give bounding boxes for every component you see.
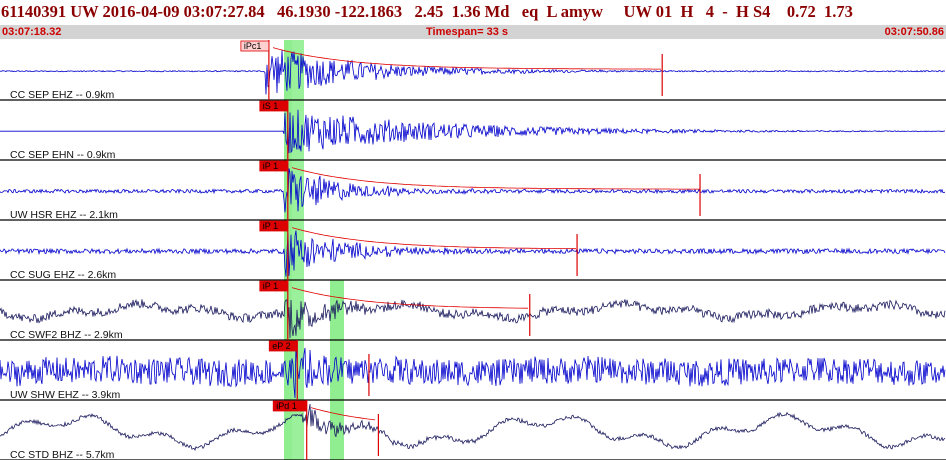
trace-1: iS 1 CC SEP EHN -- 0.9km xyxy=(0,100,946,161)
trace-4: iP 1 CC SWF2 BHZ -- 2.9km xyxy=(0,280,946,341)
trace-0: iPc1 CC SEP EHZ -- 0.9km xyxy=(0,40,946,101)
pick-label: iS 1 xyxy=(263,101,279,111)
event-title: 61140391 UW 2016-04-09 03:07:27.84 46.19… xyxy=(1,2,853,21)
trace-3: iP 1 CC SUG EHZ -- 2.6km xyxy=(0,220,946,281)
seismogram-panel[interactable]: iPc1 CC SEP EHZ -- 0.9km iS 1 CC SEP EHN --… xyxy=(0,40,946,460)
waveform xyxy=(0,341,946,399)
pick-label: iP 1 xyxy=(263,161,278,171)
trace-label: UW SHW EHZ -- 3.9km xyxy=(10,389,120,401)
trace-label: CC SUG EHZ -- 2.6km xyxy=(10,269,116,281)
pick-label: iPd 1 xyxy=(276,401,297,411)
pick-label-box xyxy=(272,400,308,412)
coda-fit xyxy=(291,167,700,190)
waveform xyxy=(0,403,946,451)
trace-label: CC STD BHZ -- 5.7km xyxy=(10,449,115,460)
trace-label: CC SEP EHZ -- 0.9km xyxy=(10,89,114,101)
start-time: 03:07:18.32 xyxy=(2,26,62,38)
time-bar: 03:07:18.32 Timespan= 33 s 03:07:50.86 xyxy=(0,25,946,39)
pick-label-box xyxy=(268,340,298,352)
waveform xyxy=(0,299,946,339)
trace-label: UW HSR EHZ -- 2.1km xyxy=(10,209,118,221)
waveform xyxy=(0,49,946,95)
coda-fit xyxy=(291,287,528,309)
coda-fit xyxy=(310,407,376,421)
event-header: 61140391 UW 2016-04-09 03:07:27.84 46.19… xyxy=(0,0,946,40)
pick-label-box xyxy=(259,280,289,292)
end-time: 03:07:50.86 xyxy=(884,26,944,38)
pick-label-box xyxy=(240,40,270,52)
trace-label: CC SEP EHN -- 0.9km xyxy=(10,149,116,161)
trace-5: eP 2 UW SHW EHZ -- 3.9km xyxy=(0,340,946,401)
coda-fit xyxy=(272,47,661,70)
p-window-mid xyxy=(292,40,304,460)
waveform xyxy=(0,230,946,277)
pick-label: eP 2 xyxy=(272,341,290,351)
trace-label: CC SWF2 BHZ -- 2.9km xyxy=(10,329,123,341)
trace-2: iP 1 UW HSR EHZ -- 2.1km xyxy=(0,160,946,221)
waveform xyxy=(0,109,946,154)
pick-label-box xyxy=(259,160,289,172)
pick-label: iPc1 xyxy=(244,41,262,51)
timespan: Timespan= 33 s xyxy=(426,26,509,38)
pick-label-box xyxy=(259,100,289,112)
trace-6: iPd 1 CC STD BHZ -- 5.7km xyxy=(0,400,946,460)
pick-label: iP 1 xyxy=(263,221,278,231)
pick-label-box xyxy=(259,220,289,232)
pick-label: iP 1 xyxy=(263,281,278,291)
coda-fit xyxy=(291,227,576,250)
waveform xyxy=(0,168,945,213)
